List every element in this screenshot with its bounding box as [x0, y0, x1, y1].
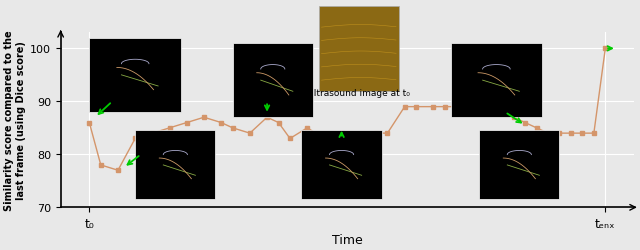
Text: ultrasound image at t₀: ultrasound image at t₀ — [308, 89, 410, 98]
FancyBboxPatch shape — [90, 38, 181, 113]
FancyBboxPatch shape — [135, 131, 216, 200]
FancyBboxPatch shape — [451, 44, 542, 118]
FancyBboxPatch shape — [479, 131, 559, 200]
FancyBboxPatch shape — [319, 7, 399, 91]
FancyBboxPatch shape — [233, 44, 313, 118]
Y-axis label: Similarity score compared to the
last frame (using Dice score): Similarity score compared to the last fr… — [4, 30, 26, 210]
X-axis label: Time: Time — [332, 233, 363, 246]
FancyBboxPatch shape — [301, 131, 381, 200]
